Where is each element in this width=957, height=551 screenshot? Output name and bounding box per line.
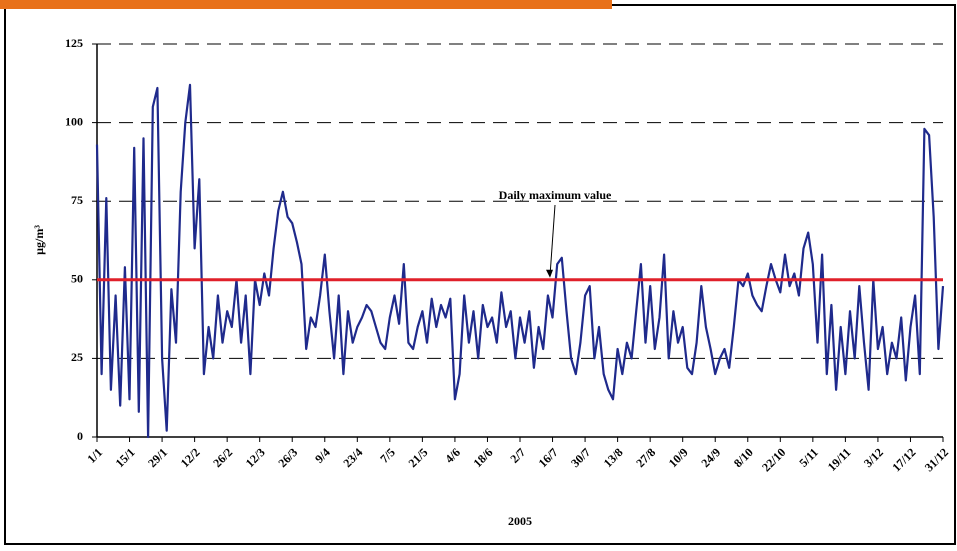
- y-tick-label: 125: [65, 36, 83, 50]
- annotation-arrow: [549, 204, 556, 276]
- y-tick-label: 75: [71, 193, 83, 207]
- y-tick-label: 25: [71, 350, 83, 364]
- x-axis-label: 2005: [508, 514, 532, 528]
- annotation-arrowhead: [546, 269, 553, 278]
- y-axis-label: µg/m³: [32, 225, 46, 255]
- threshold-label: Daily maximum value: [499, 188, 612, 202]
- data-line: [95, 83, 945, 439]
- y-tick-label: 100: [65, 114, 83, 128]
- y-tick-label: 50: [71, 272, 83, 286]
- y-tick-label: 0: [77, 429, 83, 443]
- header-bar: [0, 0, 612, 9]
